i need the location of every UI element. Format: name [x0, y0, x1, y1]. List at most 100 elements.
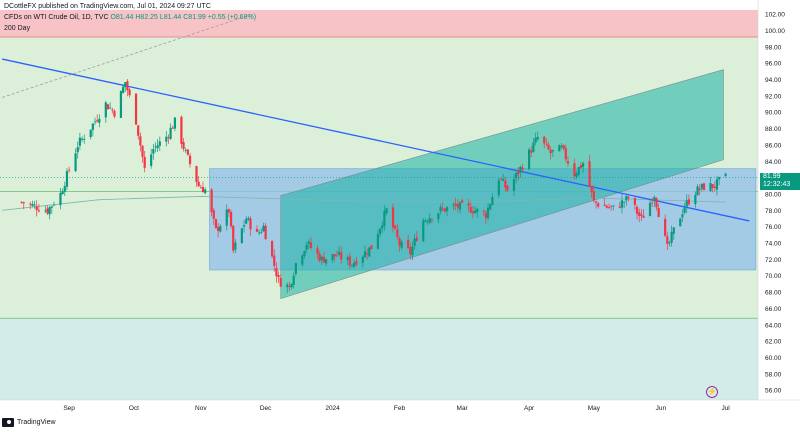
price-tick-label: 68.00 [765, 290, 782, 297]
candle-body [504, 180, 507, 188]
candle-body [517, 171, 520, 175]
candle-body [169, 127, 172, 139]
parallel-channel[interactable] [280, 69, 724, 300]
candle-body [91, 123, 94, 130]
candle-body [558, 145, 561, 152]
candle-body [309, 242, 313, 249]
candle-body [521, 167, 524, 170]
candle-body [515, 172, 518, 179]
candle-body [50, 206, 53, 208]
candle-body [225, 209, 228, 226]
indicator-label: 200 Day [4, 25, 31, 32]
candle-body [294, 263, 297, 274]
candle-body [426, 221, 429, 222]
candle-body [443, 208, 446, 212]
candle-body [461, 200, 464, 203]
lightning-icon[interactable]: ⚡ [706, 386, 718, 398]
candle-body [83, 138, 86, 140]
candle-body [89, 129, 92, 138]
candle-body [476, 208, 479, 212]
candle-body [337, 251, 341, 255]
candle-body [668, 242, 671, 244]
candle-body [681, 214, 684, 218]
price-tick-label: 102.00 [765, 12, 785, 19]
time-tick-label: Jul [721, 405, 730, 412]
candle-body [573, 163, 576, 177]
candle-body [527, 149, 531, 170]
candle-body [229, 212, 233, 227]
time-tick-label: Feb [394, 405, 406, 412]
candle-body [657, 207, 660, 218]
candle-body [547, 144, 550, 150]
candle-body [255, 228, 259, 232]
candle-body [74, 153, 77, 172]
candle-body [575, 173, 578, 178]
price-tick-label: 80.00 [765, 191, 782, 198]
candle-body [618, 206, 621, 208]
zone-bottom [0, 318, 758, 400]
candle-body [625, 195, 628, 201]
candle-body [670, 231, 673, 243]
candle-body [577, 167, 580, 175]
candle-body [195, 166, 198, 182]
brand-name: TradingView [17, 419, 56, 426]
candlestick-series [20, 78, 727, 294]
candle-body [491, 197, 494, 206]
price-tick-label: 86.00 [765, 142, 782, 149]
candle-body [104, 102, 107, 118]
candle-body [633, 198, 637, 205]
candle-body [260, 231, 263, 233]
candle-body [711, 184, 714, 188]
candle-body [581, 163, 585, 167]
candle-body [696, 186, 699, 196]
candle-body [320, 256, 323, 261]
candle-body [167, 137, 170, 139]
candle-body [186, 149, 189, 155]
candle-body [171, 127, 174, 129]
candle-body [286, 284, 289, 288]
zone-top [0, 10, 758, 37]
candle-body [694, 194, 697, 205]
candle-body [150, 154, 153, 166]
candle-body [361, 256, 364, 263]
candle-body [29, 203, 32, 205]
candle-body [685, 200, 688, 207]
candle-body [597, 203, 600, 207]
candle-body [590, 185, 593, 193]
candle-body [143, 156, 146, 168]
candle-body [499, 178, 503, 180]
candle-body [486, 207, 490, 219]
candle-body [219, 226, 222, 232]
candle-body [562, 145, 565, 149]
candle-body [48, 207, 51, 215]
candle-body [623, 201, 626, 203]
candle-body [316, 248, 319, 254]
candle-body [566, 161, 570, 164]
candle-body [543, 136, 546, 144]
candle-body [156, 145, 159, 149]
price-tick-label: 84.00 [765, 159, 782, 166]
candle-body [346, 257, 349, 260]
candle-body [33, 204, 36, 206]
price-tick-label: 94.00 [765, 77, 782, 84]
candle-body [715, 179, 719, 190]
candle-body [279, 277, 282, 287]
candle-body [484, 212, 487, 219]
candle-body [324, 259, 328, 264]
candle-body [22, 202, 25, 204]
candle-body [482, 210, 485, 212]
candle-body [158, 141, 161, 146]
time-tick-label: Jun [656, 405, 667, 412]
candle-body [363, 251, 367, 258]
candle-body [333, 254, 336, 257]
price-tick-label: 62.00 [765, 339, 782, 346]
candle-body [536, 136, 539, 140]
price-tick-label: 58.00 [765, 371, 782, 378]
candle-body [702, 183, 706, 190]
candle-body [242, 225, 246, 227]
price-tick-label: 100.00 [765, 28, 785, 35]
candle-body [724, 173, 727, 176]
candle-body [512, 179, 516, 191]
